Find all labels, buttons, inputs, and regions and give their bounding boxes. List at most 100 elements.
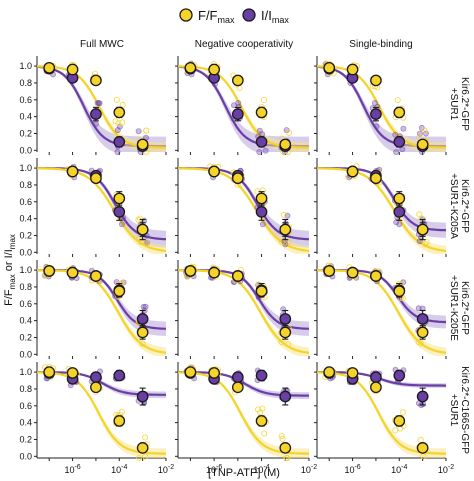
x-tick-label: 10-4 — [253, 464, 269, 475]
fluor-mean-point — [255, 415, 268, 427]
x-tick-label: 10-6 — [64, 464, 80, 475]
y-tick-label: 0.0 — [19, 451, 32, 461]
fluor-mean-point — [184, 366, 197, 378]
fluor-single-point — [416, 211, 423, 218]
fluor-single-point — [257, 409, 264, 416]
panel-r1-c1 — [175, 158, 310, 257]
fluor-mean-point — [208, 266, 220, 279]
fluor-mean-point — [113, 106, 126, 119]
fluor-single-point — [394, 97, 401, 104]
legend-fluor-label: F/Fmax — [198, 8, 235, 25]
fluor-fit-band — [317, 167, 446, 254]
curr-mean-point — [416, 390, 429, 403]
curr-single-point — [396, 221, 403, 228]
y-tick-label: 0.6 — [19, 95, 32, 105]
fluor-mean-point — [208, 63, 220, 76]
curr-single-point — [422, 130, 429, 137]
fluor-fit-curve — [317, 167, 447, 252]
row-label-2: Kir6.2*-GFP+SUR1-K205E — [448, 275, 470, 341]
legend-fluor-marker — [179, 8, 193, 22]
fluor-mean-point — [346, 266, 359, 279]
curr-mean-point — [370, 371, 382, 384]
curr-fit-band — [178, 167, 309, 248]
fluor-single-point — [142, 434, 149, 441]
fluor-mean-point — [346, 367, 359, 379]
fluor-mean-point — [113, 285, 126, 298]
fluor-mean-point — [370, 270, 382, 282]
row-label-0: Kir6.2*-GFP+SUR1 — [448, 77, 470, 131]
panel-r1-c0: 0.0 0.2 0.4 0.6 0.8 1.0 — [19, 158, 167, 257]
curr-single-point — [284, 212, 291, 219]
fluor-single-point — [143, 127, 150, 134]
fluor-single-point — [139, 340, 146, 347]
fluor-fit-band — [317, 65, 446, 152]
curr-mean-point — [231, 108, 244, 120]
fluor-mean-point — [184, 265, 197, 277]
row-label-1: Kir6.2*-GFP+SUR1-K205A — [448, 173, 470, 239]
curr-mean-point — [255, 206, 268, 218]
y-tick-label: 0.6 — [19, 401, 32, 411]
curr-mean-point — [231, 371, 244, 384]
legend-current-marker — [242, 8, 256, 22]
fluor-single-point — [399, 409, 406, 416]
fluor-mean-point — [279, 326, 292, 339]
fluor-single-point — [278, 238, 285, 245]
fluor-mean-point — [346, 63, 359, 76]
fluor-mean-point — [231, 381, 244, 394]
fluor-mean-point — [43, 265, 56, 277]
y-tick-label: 0.4 — [19, 316, 32, 326]
fluor-mean-point — [370, 381, 382, 394]
panel-r2-c1 — [175, 260, 310, 359]
fluor-single-point — [113, 96, 120, 103]
panel-r3-c2: 10-6 10-4 10-2 — [314, 362, 454, 475]
fluor-mean-point — [90, 172, 102, 185]
fluor-mean-point — [279, 138, 292, 151]
y-tick-label: 0.0 — [19, 145, 32, 155]
y-tick-label: 0.2 — [19, 434, 32, 444]
fluor-single-point — [119, 101, 126, 108]
fluor-mean-point — [208, 165, 220, 178]
fluor-mean-point — [43, 366, 56, 378]
curr-mean-point — [393, 136, 406, 148]
fluor-mean-point — [416, 138, 429, 151]
fluor-mean-point — [416, 442, 429, 454]
fluor-single-point — [260, 96, 267, 103]
curr-fit-band — [317, 167, 446, 238]
fluor-mean-point — [255, 106, 268, 119]
fluor-mean-point — [323, 265, 336, 277]
fluor-mean-point — [416, 326, 429, 339]
fluor-single-point — [259, 187, 266, 194]
fluor-mean-point — [136, 138, 149, 151]
curr-mean-point — [255, 369, 268, 382]
curr-single-point — [371, 100, 378, 107]
fluor-single-point — [118, 408, 125, 415]
x-tick-label: 10-2 — [301, 464, 317, 475]
fluor-mean-point — [90, 270, 102, 282]
fluor-fit-curve — [317, 269, 447, 354]
fluor-fit-band — [317, 269, 446, 356]
curr-single-point — [94, 100, 101, 107]
y-tick-label: 0.0 — [19, 349, 32, 359]
fluor-mean-point — [184, 61, 197, 74]
fluor-fit-curve — [178, 167, 310, 252]
curr-fit-curve — [177, 65, 309, 148]
curr-mean-point — [113, 206, 126, 218]
x-tick-label: 10-4 — [111, 464, 127, 475]
column-title-0: Full MWC — [80, 39, 124, 50]
y-tick-label: 0.6 — [19, 197, 32, 207]
fluor-single-point — [285, 341, 292, 348]
curr-mean-point — [90, 108, 102, 120]
y-tick-label: 1.0 — [19, 265, 32, 275]
fluor-mean-point — [416, 223, 429, 236]
y-tick-label: 0.8 — [19, 282, 32, 292]
curr-mean-point — [279, 313, 292, 325]
fluor-single-point — [143, 239, 150, 246]
fluor-single-point — [112, 118, 119, 125]
curr-fit-band — [37, 167, 166, 248]
fluor-single-point — [136, 235, 143, 242]
fluor-single-point — [136, 454, 143, 461]
panel-grid: 0.00.20.40.60.81.00.00.20.40.60.81.00.00… — [19, 56, 454, 475]
fluor-mean-point — [393, 285, 406, 298]
fluor-mean-point — [370, 172, 382, 185]
